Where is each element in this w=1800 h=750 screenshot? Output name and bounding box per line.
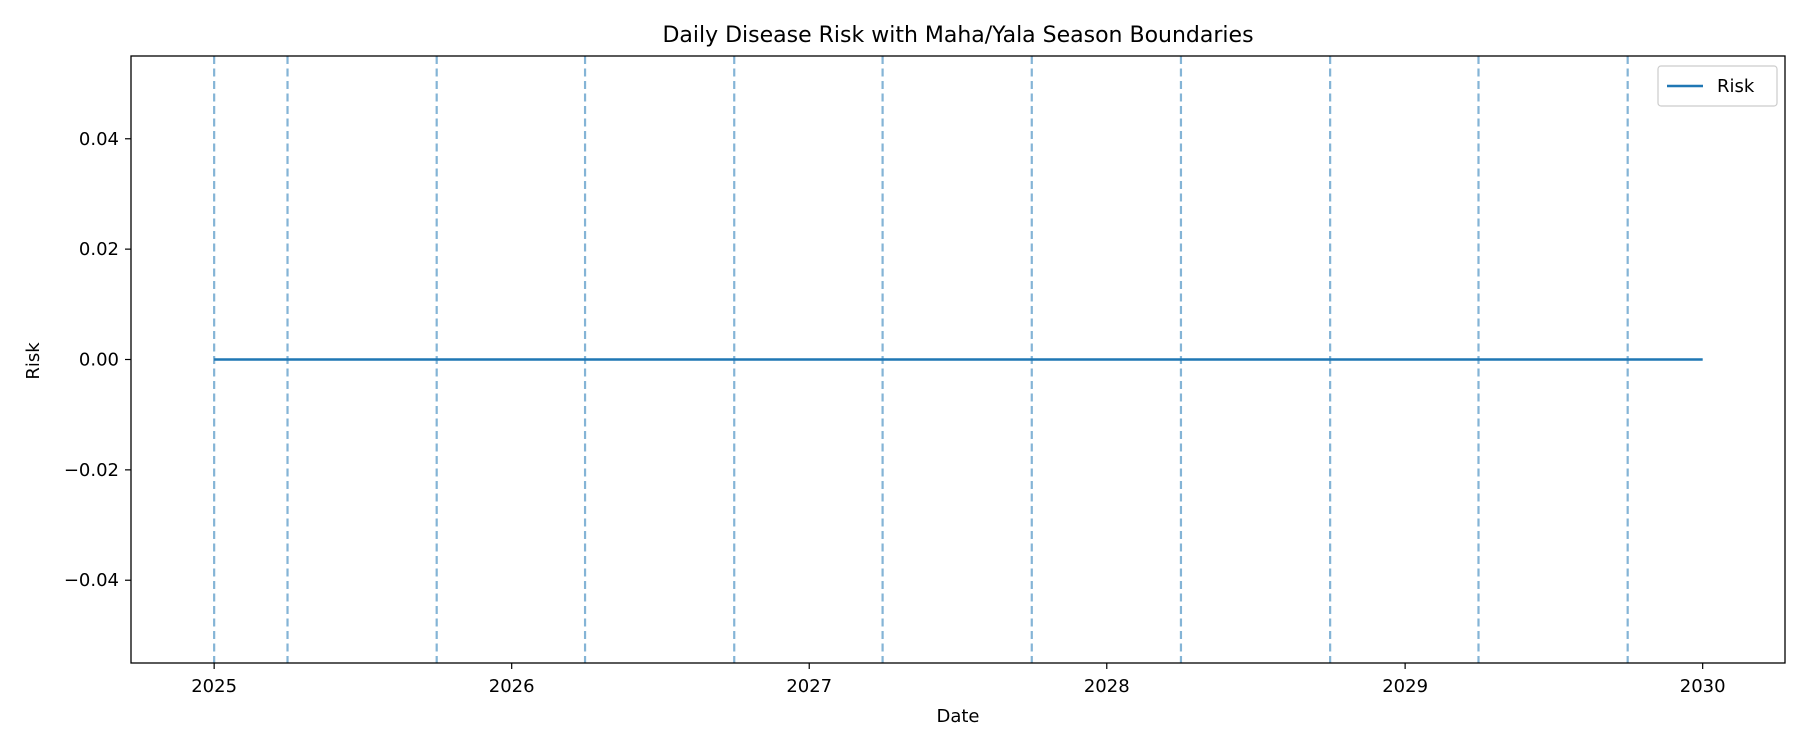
y-axis-label: Risk: [23, 342, 44, 380]
x-axis-label: Date: [936, 706, 979, 727]
y-tick-label: 0.00: [79, 350, 119, 371]
y-tick-label: −0.02: [64, 460, 119, 481]
x-tick-label: 2028: [1084, 676, 1130, 697]
x-tick-label: 2029: [1382, 676, 1428, 697]
y-tick-label: 0.02: [79, 239, 119, 260]
y-tick-label: 0.04: [79, 129, 119, 150]
y-tick-label: −0.04: [64, 570, 119, 591]
legend: Risk: [1657, 65, 1778, 107]
plot-area: 2025 2026 2027 2028 2029 2030 0.04 0.02 0.00 −0.0…: [64, 55, 1786, 697]
x-tick-label: 2030: [1680, 676, 1726, 697]
x-tick-label: 2026: [489, 676, 535, 697]
x-tick-label: 2027: [786, 676, 832, 697]
x-tick-label: 2025: [191, 676, 237, 697]
legend-frame: [1657, 65, 1778, 107]
legend-label-risk: Risk: [1717, 76, 1755, 97]
chart-title: Daily Disease Risk with Maha/Yala Season…: [662, 23, 1253, 48]
